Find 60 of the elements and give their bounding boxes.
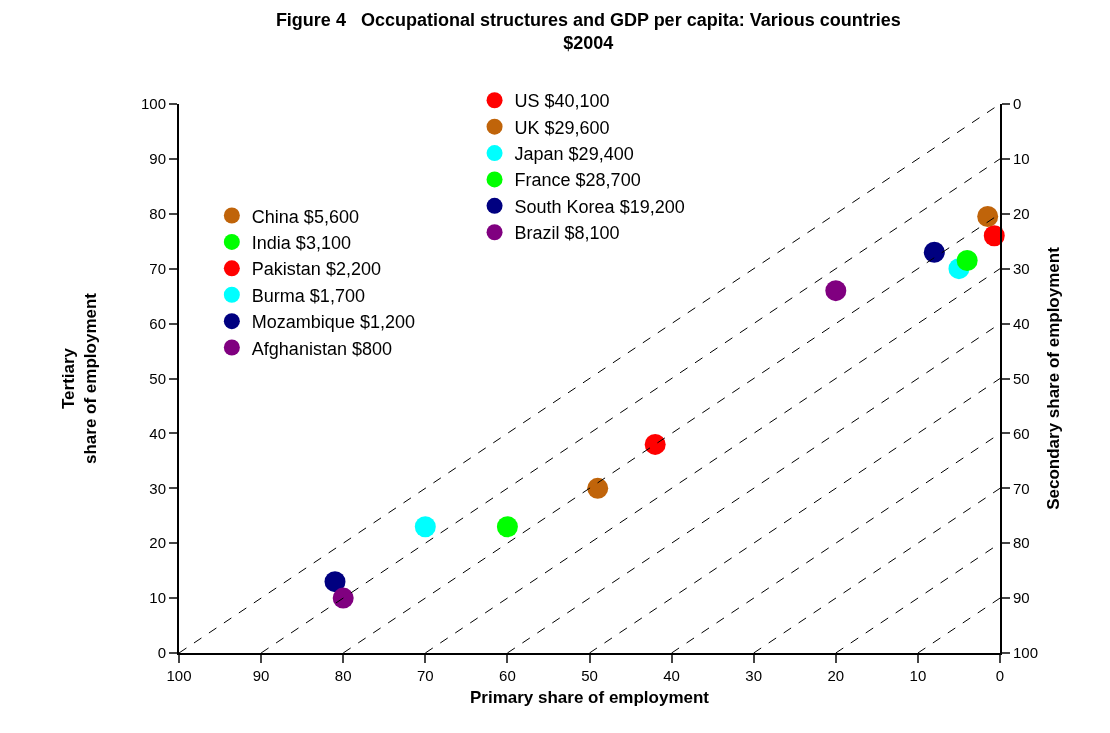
y2-axis-title: Secondary share of employment [1043, 246, 1063, 510]
y2-tick-label: 90 [1013, 589, 1030, 607]
point [332, 587, 354, 609]
x-tick-label: 40 [663, 667, 680, 684]
y-tick-label: 80 [149, 205, 166, 223]
chart-title: Figure 4 Occupational structures and GDP per capita: Various countries $2004 [275, 9, 901, 54]
point [324, 571, 346, 593]
legend-label: India $3,100 [251, 232, 351, 253]
y2-tick-label: 60 [1013, 424, 1030, 442]
y2-tick-label: 10 [1013, 150, 1030, 168]
legend-label: Japan $29,400 [514, 144, 634, 165]
legend-label: UK $29,600 [514, 117, 610, 138]
y2-tick-label: 30 [1013, 259, 1030, 277]
y-tick-label: 30 [149, 479, 166, 497]
y-tick-label: 90 [149, 150, 166, 168]
y-tick-label: 0 [157, 644, 166, 662]
point [923, 241, 945, 263]
x-tick-label: 60 [499, 667, 516, 684]
x-tick-label: 70 [416, 667, 434, 684]
legend-label: France $28,700 [514, 170, 641, 191]
y2-tick-label: 80 [1013, 534, 1030, 552]
legend-label: South Korea $19,200 [514, 196, 685, 217]
point [956, 249, 978, 271]
y-tick-label: 40 [149, 424, 166, 442]
y2-tick-label: 50 [1013, 369, 1030, 387]
point [496, 516, 518, 538]
y2-tick-label: 70 [1013, 479, 1030, 497]
legend-label: Burma $1,700 [251, 285, 365, 306]
y-tick-label: 100 [140, 95, 166, 113]
point [977, 206, 999, 228]
y-tick-label: 10 [149, 589, 166, 607]
x-tick-label: 0 [995, 667, 1005, 684]
x-tick-label: 50 [581, 667, 598, 684]
y2-tick-label: 100 [1013, 644, 1039, 662]
x-tick-label: 10 [909, 667, 927, 684]
y2-tick-label: 40 [1013, 314, 1030, 332]
y-axis-title: Tertiary share of employment [58, 292, 101, 464]
legend-label: Pakistan $2,200 [251, 259, 381, 280]
x-tick-label: 20 [827, 667, 845, 684]
y-tick-label: 50 [149, 369, 166, 387]
x-tick-label: 90 [252, 667, 270, 684]
x-tick-label: 30 [745, 667, 763, 684]
legend-label: Mozambique $1,200 [251, 312, 415, 333]
x-tick-label: 100 [166, 667, 192, 684]
legend-label: US $40,100 [514, 91, 610, 112]
legend-label: China $5,600 [251, 206, 359, 227]
point [983, 225, 1005, 247]
legend-label: Brazil $8,100 [514, 223, 620, 244]
point [587, 477, 609, 499]
x-tick-label: 80 [334, 667, 352, 684]
y2-tick-label: 0 [1013, 95, 1022, 113]
x-axis-title: Primary share of employment [469, 687, 710, 707]
point [644, 433, 666, 455]
y-tick-label: 70 [149, 259, 166, 277]
legend-label: Afghanistan $800 [251, 338, 392, 359]
point [825, 280, 847, 302]
point [414, 516, 436, 538]
y2-tick-label: 20 [1013, 205, 1030, 223]
y-tick-label: 20 [149, 534, 166, 552]
y-tick-label: 60 [149, 314, 166, 332]
